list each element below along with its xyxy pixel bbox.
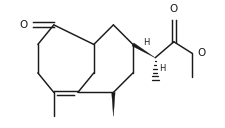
Text: O: O xyxy=(170,4,178,14)
Polygon shape xyxy=(112,92,115,116)
Polygon shape xyxy=(132,43,155,58)
Text: O: O xyxy=(19,20,27,30)
Text: H: H xyxy=(143,38,149,47)
Text: H: H xyxy=(159,64,165,73)
Text: O: O xyxy=(197,48,205,58)
